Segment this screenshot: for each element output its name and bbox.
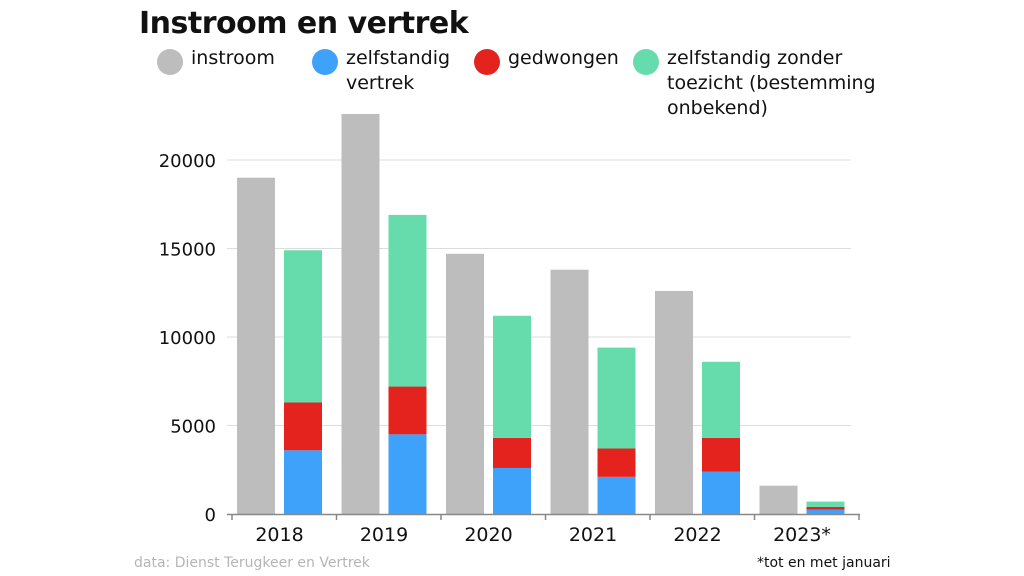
legend-item-gedwongen: gedwongen <box>474 46 619 75</box>
x-axis <box>227 513 860 520</box>
legend-label-line: toezicht (bestemming <box>667 72 876 94</box>
bar-segment-zelfstandig <box>493 467 531 514</box>
gridlines <box>227 159 851 426</box>
x-tick-label: 2019 <box>360 524 408 546</box>
chart-title: Instroom en vertrek <box>139 6 469 41</box>
bar-instroom <box>655 290 693 514</box>
bar-instroom <box>341 113 380 514</box>
bar-instroom <box>446 253 484 514</box>
source-note: data: Dienst Terugkeer en Vertrek <box>134 555 370 571</box>
footnote: *tot en met januari <box>757 555 891 571</box>
bar-segment-zelfstandig <box>284 250 322 403</box>
bar-segment-gedwongen <box>284 402 322 451</box>
x-tick-label: 2022 <box>673 524 721 546</box>
legend-item-zonder-toezicht: zelfstandig zonder toezicht (bestemming … <box>633 46 876 121</box>
legend-label-line: gedwongen <box>508 47 619 69</box>
bar-instroom <box>237 177 275 514</box>
legend-label-line: onbekend) <box>667 97 768 119</box>
legend-label-line: zelfstandig <box>346 47 451 69</box>
y-tick-label: 5000 <box>170 417 216 438</box>
y-tick-label: 0 <box>205 505 216 526</box>
y-tick-label: 15000 <box>159 240 216 261</box>
legend-label-line: vertrek <box>346 72 415 94</box>
bar-segment-zelfstandig <box>806 509 845 514</box>
x-tick-label: 2018 <box>255 524 303 546</box>
legend-label-line: instroom <box>191 47 275 69</box>
legend-swatch-zelfstandig-vertrek <box>312 49 338 75</box>
y-tick-label: 20000 <box>159 151 216 172</box>
legend-swatch-zonder-toezicht <box>633 49 659 75</box>
bar-instroom <box>550 269 589 514</box>
bar-segment-gedwongen <box>597 448 636 477</box>
bar-segment-gedwongen <box>388 386 427 435</box>
bar-segment-zelfstandig <box>284 450 322 514</box>
bars <box>237 113 845 514</box>
bar-segment-gedwongen <box>702 437 740 472</box>
bar-segment-gedwongen <box>806 506 845 510</box>
y-tick-label: 10000 <box>159 328 216 349</box>
bar-segment-zelfstandig <box>388 214 427 387</box>
bar-segment-zelfstandig <box>702 471 740 514</box>
legend-swatch-instroom <box>157 49 183 75</box>
bar-segment-zelfstandig <box>388 434 427 514</box>
bar-segment-zelfstandig <box>806 501 845 507</box>
bar-segment-zelfstandig <box>702 361 740 438</box>
legend-swatch-gedwongen <box>474 49 500 75</box>
x-tick-label: 2021 <box>569 524 617 546</box>
x-axis-labels: 2018 2019 2020 2021 2022 2023* <box>255 524 831 546</box>
bar-segment-zelfstandig <box>493 315 531 438</box>
bar-segment-zelfstandig <box>597 347 636 449</box>
bar-segment-gedwongen <box>493 437 531 468</box>
legend-label-line: zelfstandig zonder <box>667 47 843 69</box>
y-axis-ticks: 0 5000 10000 15000 20000 <box>159 151 216 526</box>
bar-instroom <box>759 485 798 514</box>
legend-item-zelfstandig-vertrek: zelfstandig vertrek <box>312 46 450 96</box>
x-tick-label: 2020 <box>464 524 512 546</box>
bar-segment-zelfstandig <box>597 476 636 514</box>
legend-item-instroom: instroom <box>157 46 275 75</box>
x-tick-label: 2023* <box>773 524 831 546</box>
